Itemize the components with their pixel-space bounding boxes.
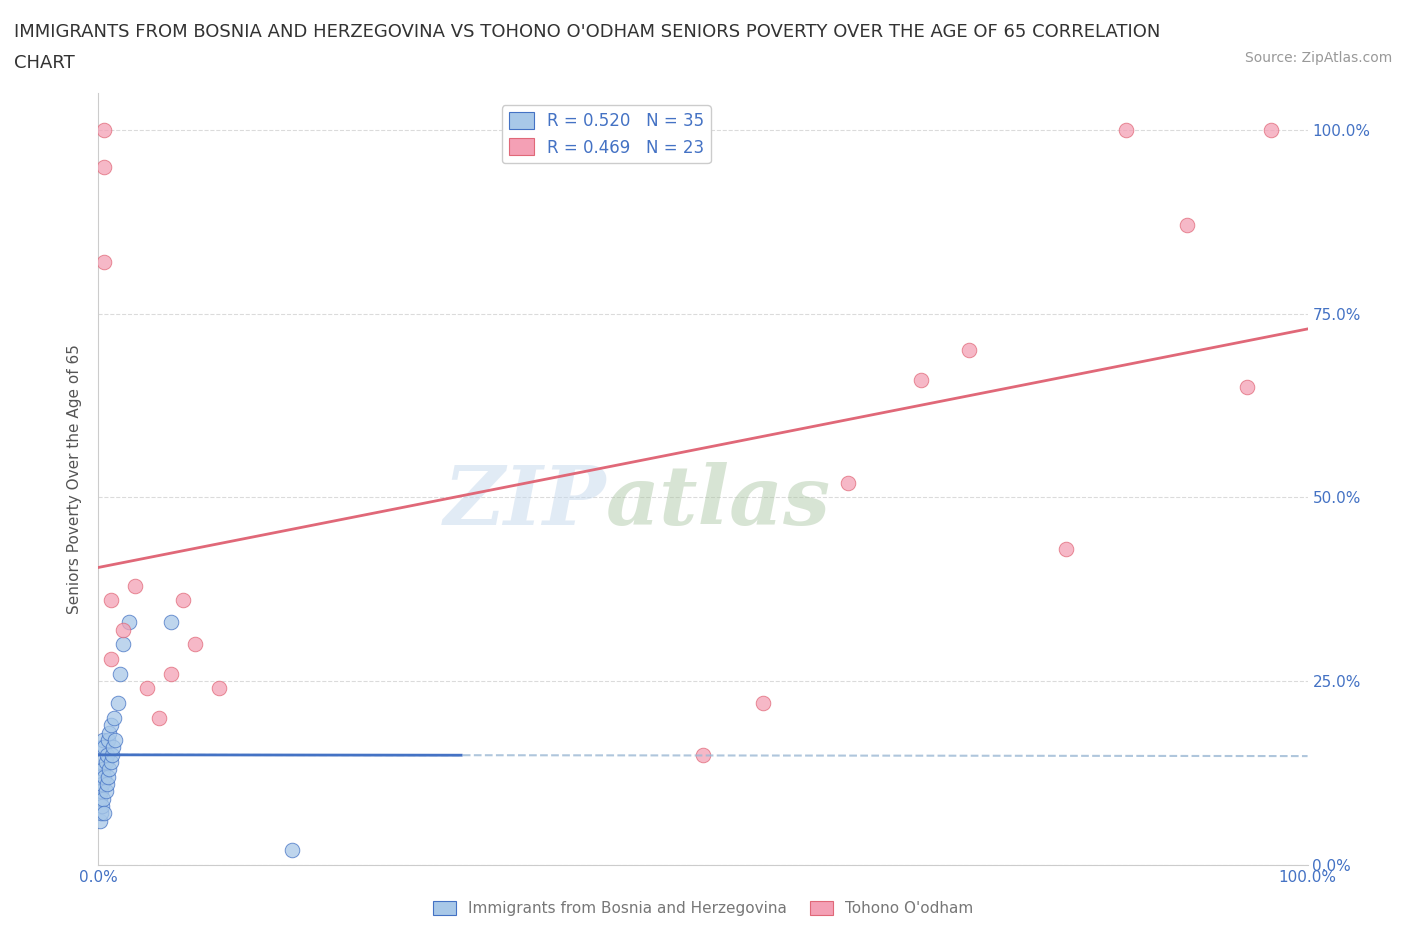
- Point: [90, 754, 112, 769]
- Point: [90, 806, 112, 821]
- Legend: R = 0.520   N = 35, R = 0.469   N = 23: R = 0.520 N = 35, R = 0.469 N = 23: [502, 105, 710, 163]
- Point: [91, 740, 114, 755]
- Point: [957, 343, 980, 358]
- Point: [91, 799, 114, 814]
- Point: [107, 696, 129, 711]
- Point: [104, 733, 127, 748]
- Point: [103, 711, 125, 725]
- Point: [111, 622, 134, 637]
- Point: [100, 592, 122, 607]
- Point: [692, 747, 714, 762]
- Point: [93, 159, 115, 174]
- Point: [160, 615, 183, 630]
- Text: CHART: CHART: [14, 54, 75, 72]
- Point: [93, 769, 115, 784]
- Point: [148, 711, 170, 725]
- Point: [89, 791, 111, 806]
- Point: [1175, 218, 1198, 232]
- Point: [97, 733, 120, 748]
- Point: [100, 754, 122, 769]
- Point: [100, 718, 122, 733]
- Point: [96, 747, 118, 762]
- Point: [98, 725, 121, 740]
- Point: [124, 578, 146, 593]
- Point: [184, 637, 207, 652]
- Text: atlas: atlas: [606, 462, 831, 542]
- Point: [1054, 541, 1077, 556]
- Point: [91, 733, 114, 748]
- Point: [118, 615, 141, 630]
- Point: [98, 762, 121, 777]
- Point: [108, 666, 131, 681]
- Text: ZIP: ZIP: [444, 462, 606, 542]
- Point: [281, 843, 304, 857]
- Point: [89, 814, 111, 829]
- Point: [1115, 123, 1137, 138]
- Point: [160, 666, 183, 681]
- Point: [100, 652, 122, 667]
- Point: [93, 123, 115, 138]
- Point: [208, 681, 231, 696]
- Point: [96, 777, 118, 791]
- Point: [172, 592, 194, 607]
- Point: [135, 681, 157, 696]
- Y-axis label: Seniors Poverty Over the Age of 65: Seniors Poverty Over the Age of 65: [67, 344, 83, 614]
- Point: [94, 754, 117, 769]
- Text: IMMIGRANTS FROM BOSNIA AND HERZEGOVINA VS TOHONO O'ODHAM SENIORS POVERTY OVER TH: IMMIGRANTS FROM BOSNIA AND HERZEGOVINA V…: [14, 23, 1160, 41]
- Point: [97, 769, 120, 784]
- Point: [94, 784, 117, 799]
- Point: [93, 255, 115, 270]
- Point: [111, 637, 134, 652]
- Point: [1260, 123, 1282, 138]
- Point: [91, 762, 114, 777]
- Point: [100, 747, 122, 762]
- Text: Source: ZipAtlas.com: Source: ZipAtlas.com: [1244, 51, 1392, 65]
- Point: [89, 769, 111, 784]
- Point: [91, 777, 114, 791]
- Legend: Immigrants from Bosnia and Herzegovina, Tohono O'odham: Immigrants from Bosnia and Herzegovina, …: [427, 895, 979, 923]
- Point: [93, 740, 115, 755]
- Point: [91, 791, 114, 806]
- Point: [101, 740, 124, 755]
- Point: [837, 475, 859, 490]
- Point: [93, 806, 115, 821]
- Point: [90, 784, 112, 799]
- Point: [752, 696, 775, 711]
- Point: [1236, 379, 1258, 394]
- Point: [910, 372, 932, 387]
